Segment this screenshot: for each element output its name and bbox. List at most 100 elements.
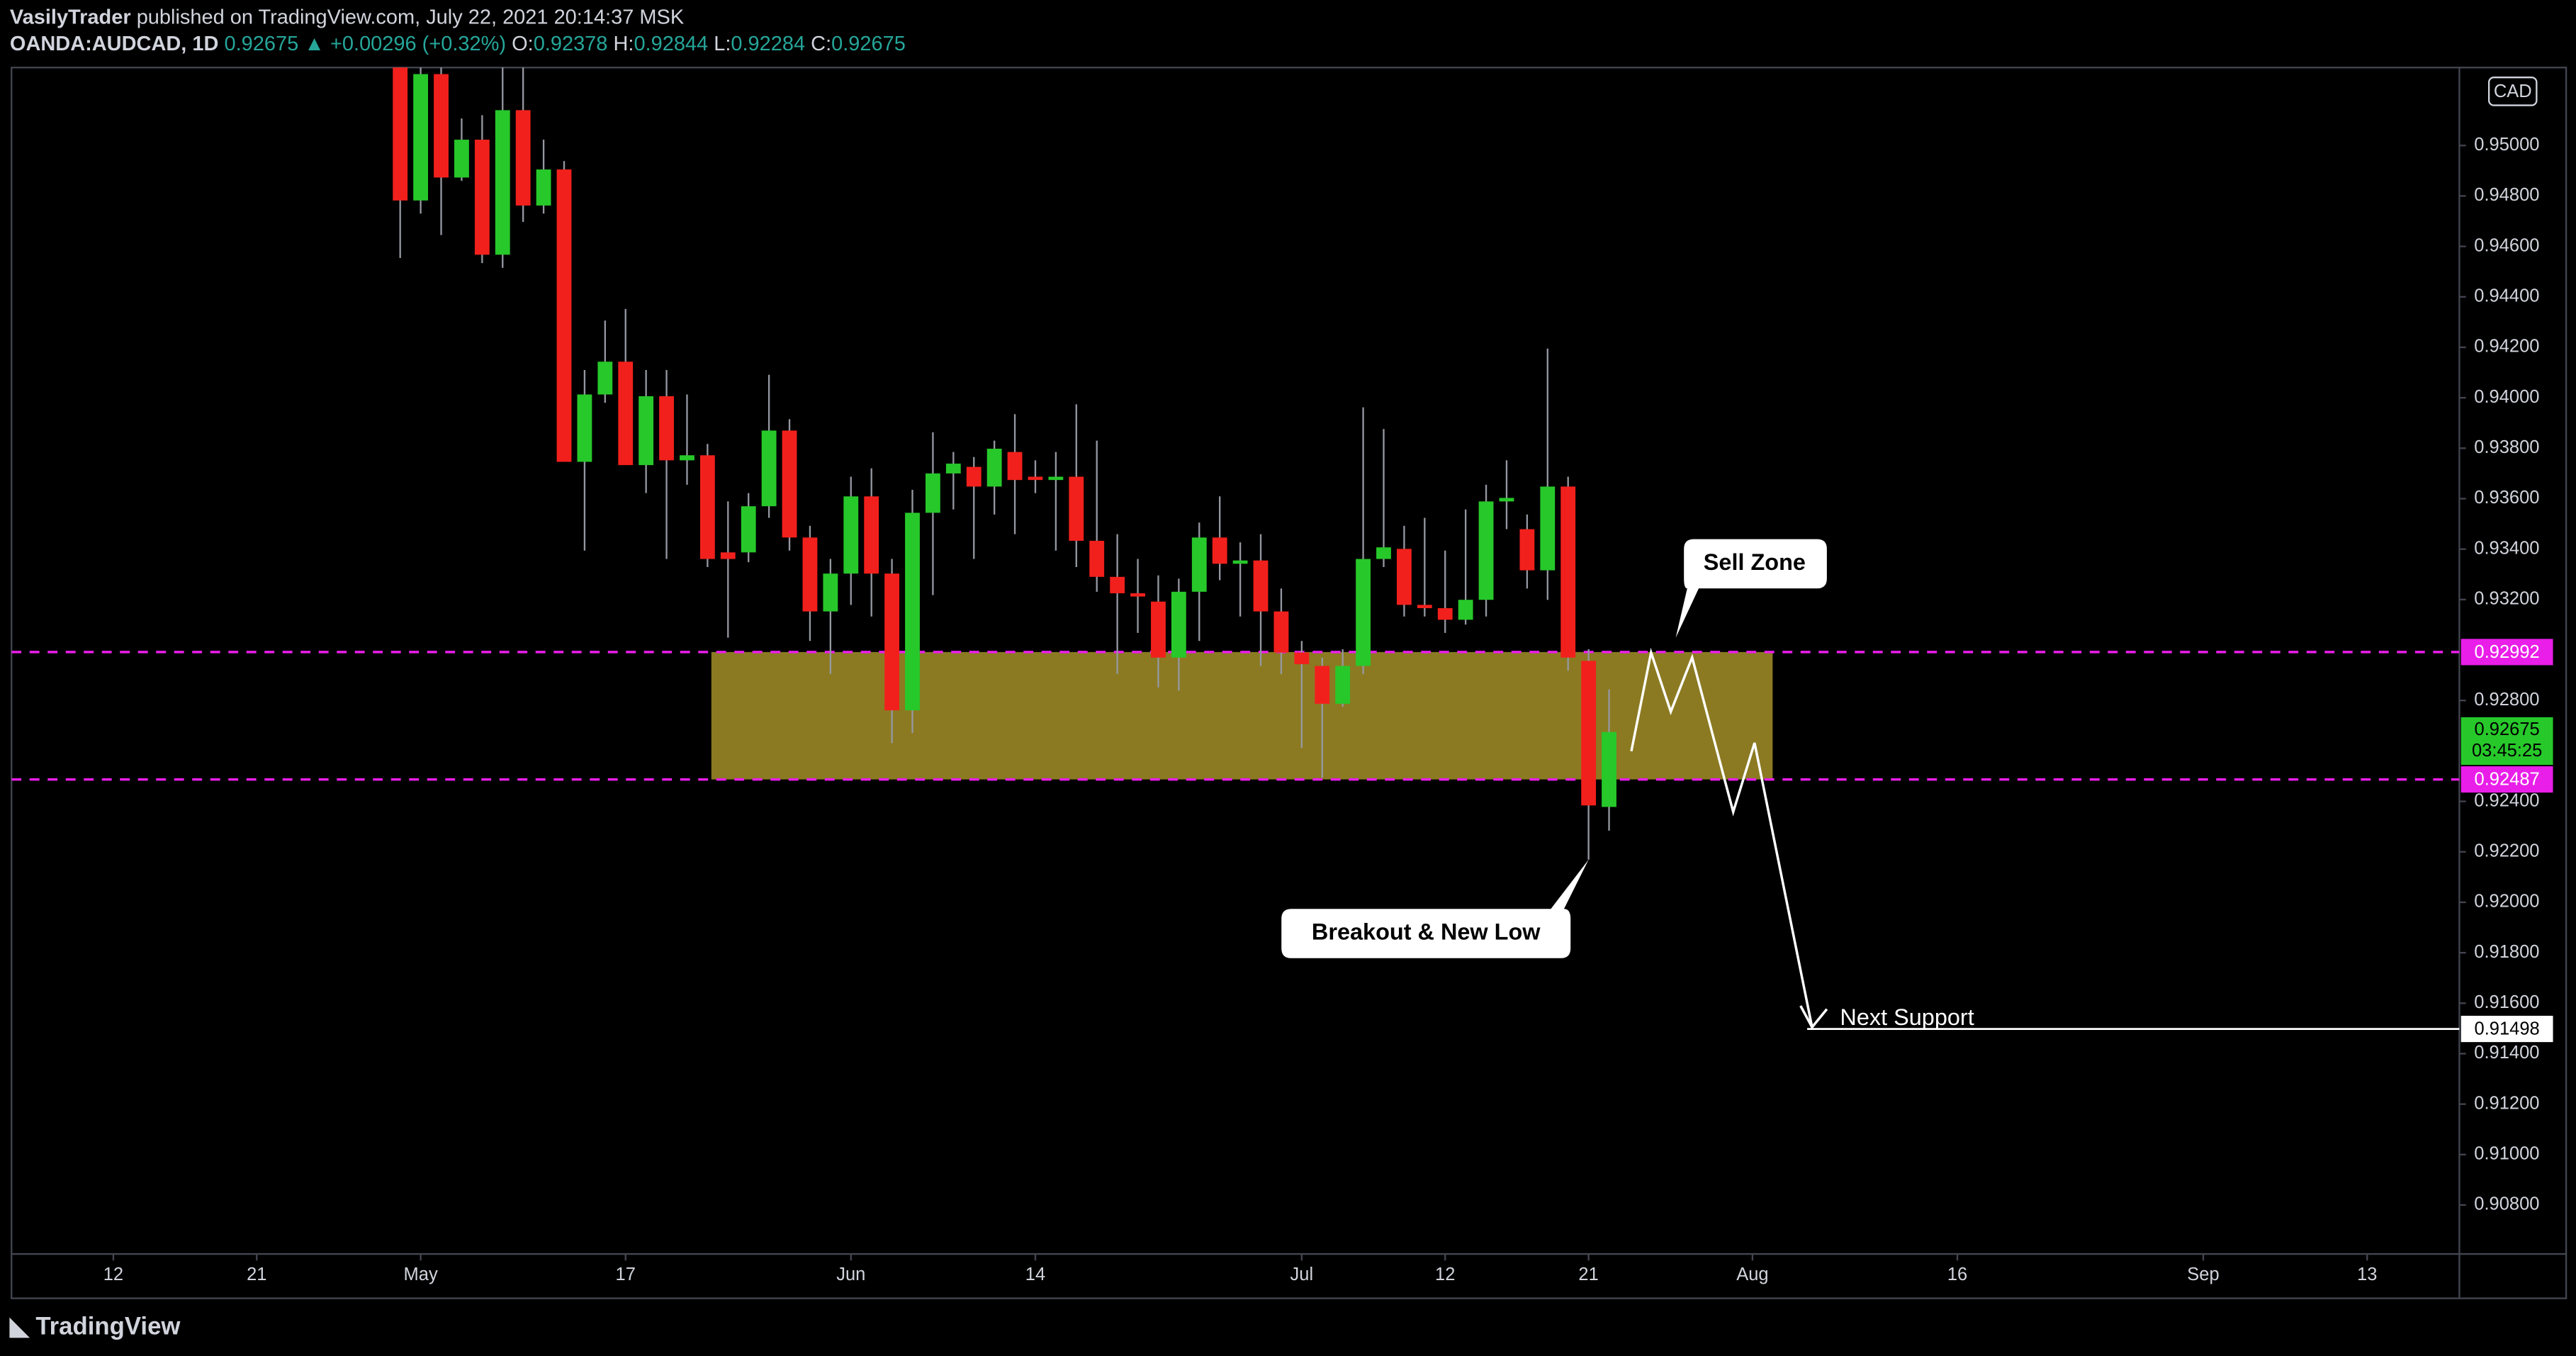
last-price-label: 0.92675 <box>2475 719 2540 739</box>
price-level-badge <box>2460 766 2553 793</box>
candle-body <box>454 140 469 178</box>
plot-area <box>11 67 2460 1030</box>
last-price: 0.92675 <box>224 32 298 55</box>
candle-body <box>1212 537 1227 564</box>
h-value: 0.92844 <box>634 32 708 55</box>
x-tick-label: May <box>404 1265 438 1284</box>
x-tick-label: 14 <box>1025 1265 1045 1284</box>
y-tick-label: 0.91600 <box>2474 992 2539 1012</box>
y-tick-label: 0.92400 <box>2474 790 2539 810</box>
candle-body <box>1581 661 1597 806</box>
countdown: 03:45:25 <box>2472 741 2542 761</box>
candle-body <box>1560 486 1576 658</box>
x-tick-label: 12 <box>1435 1265 1455 1284</box>
candle-body <box>1397 549 1412 605</box>
candle-body <box>1519 529 1535 571</box>
projection-arrowhead <box>1799 1005 1828 1030</box>
l-label: L: <box>714 32 731 55</box>
y-tick-label: 0.91800 <box>2474 942 2539 962</box>
candle-body <box>823 573 838 612</box>
candle-body <box>1499 498 1514 502</box>
candle-body <box>1191 537 1207 592</box>
c-label: C: <box>811 32 831 55</box>
sell-zone-callout <box>1675 539 1827 638</box>
brand-name: TradingView <box>35 1313 181 1340</box>
price-level-label: 0.92487 <box>2475 770 2540 790</box>
candle-body <box>515 110 531 206</box>
c-value: 0.92675 <box>831 32 906 55</box>
sell-zone-label: Sell Zone <box>1704 549 1806 575</box>
candle-body <box>434 74 449 178</box>
publisher: VasilyTrader <box>10 6 131 28</box>
candle-body <box>1478 501 1494 600</box>
x-tick-label: Jul <box>1290 1265 1314 1284</box>
x-tick-label: 17 <box>616 1265 636 1284</box>
x-tick-label: 12 <box>103 1265 123 1284</box>
y-tick-label: 0.93600 <box>2474 488 2539 508</box>
symbol: OANDA:AUDCAD, 1D <box>10 32 219 55</box>
candle-body <box>1458 600 1473 620</box>
candle-body <box>1437 607 1453 620</box>
header-line: VasilyTrader published on TradingView.co… <box>10 6 684 28</box>
published: published on TradingView.com, July 22, 2… <box>137 6 684 28</box>
brand: ◣ TradingView <box>9 1313 181 1340</box>
price-level-badge <box>2460 1016 2553 1043</box>
candle-body <box>1335 666 1351 704</box>
candle-body <box>577 394 592 462</box>
breakout-label: Breakout & New Low <box>1312 919 1541 945</box>
candle-body <box>1253 560 1269 612</box>
candle-body <box>597 362 613 395</box>
candle-body <box>1376 547 1391 559</box>
candle-body <box>884 573 900 711</box>
y-tick-label: 0.92200 <box>2474 841 2539 861</box>
candle-body <box>1294 652 1310 664</box>
y-tick-label: 0.94600 <box>2474 235 2539 255</box>
change: ▲ +0.00296 (+0.32%) <box>304 32 506 55</box>
y-tick-label: 0.90800 <box>2474 1194 2539 1214</box>
y-tick-label: 0.92000 <box>2474 892 2539 912</box>
candle-body <box>1069 476 1084 541</box>
candle-body <box>1273 611 1289 653</box>
y-tick-label: 0.94400 <box>2474 286 2539 306</box>
y-tick-label: 0.91200 <box>2474 1093 2539 1113</box>
candle-body <box>843 496 859 574</box>
candle-body <box>556 169 572 462</box>
x-tick-label: 21 <box>247 1265 266 1284</box>
candle-body <box>536 169 551 206</box>
candle-body <box>1356 559 1371 666</box>
l-value: 0.92284 <box>731 32 805 55</box>
o-label: O: <box>512 32 534 55</box>
candle-body <box>413 74 429 201</box>
frame <box>11 67 2567 1299</box>
candle-body <box>1315 666 1330 704</box>
candle-body <box>966 466 982 487</box>
brand-logo: ◣ <box>9 1313 35 1340</box>
candle-body <box>680 455 694 461</box>
currency-badge <box>2487 77 2538 106</box>
candle-body <box>1171 591 1186 658</box>
x-tick-label: 21 <box>1578 1265 1598 1284</box>
candle-body <box>945 464 961 474</box>
candle-body <box>1048 476 1064 481</box>
x-tick-label: 16 <box>1947 1265 1967 1284</box>
candle-body <box>659 396 674 461</box>
candle-body <box>1417 605 1432 608</box>
candle-body <box>864 496 879 574</box>
price-level-label: 0.92992 <box>2475 642 2540 662</box>
projection-path <box>1630 647 1813 1028</box>
x-tick-label: 13 <box>2357 1265 2377 1284</box>
y-tick-label: 0.91000 <box>2474 1144 2539 1164</box>
candle-body <box>761 430 777 507</box>
h-label: H: <box>613 32 634 55</box>
candle-body <box>1028 476 1043 481</box>
currency: CAD <box>2494 82 2532 101</box>
price-level-label: 0.91498 <box>2475 1019 2540 1038</box>
y-tick-label: 0.95000 <box>2474 135 2539 155</box>
candle-body <box>1130 593 1145 597</box>
candle-body <box>474 140 490 255</box>
candle-body <box>699 455 715 559</box>
breakout-callout <box>1281 859 1589 958</box>
